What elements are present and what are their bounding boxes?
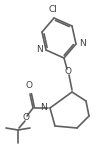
Text: O: O xyxy=(23,113,30,123)
Text: O: O xyxy=(26,81,33,90)
Text: O: O xyxy=(64,67,71,76)
Text: N: N xyxy=(40,104,47,112)
Text: Cl: Cl xyxy=(49,5,57,14)
Text: N: N xyxy=(79,39,86,49)
Text: N: N xyxy=(36,45,43,54)
